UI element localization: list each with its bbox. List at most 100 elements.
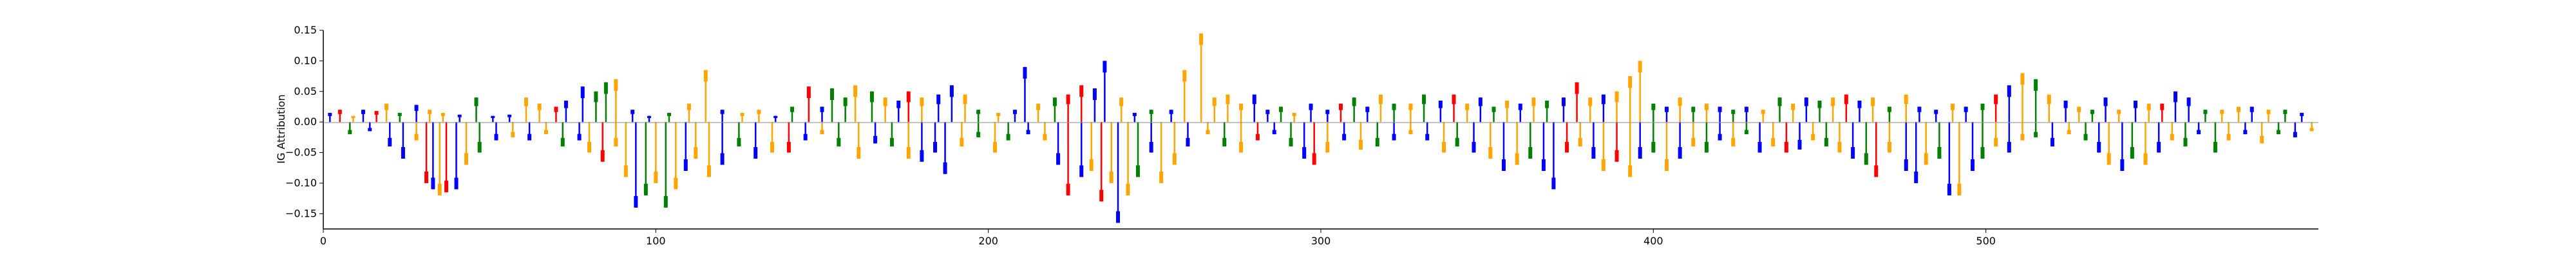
peak-letter-a — [2034, 132, 2038, 137]
peak-letter-c — [1797, 139, 1802, 150]
negative-peak-89 — [1578, 122, 1582, 147]
peak-letter-a — [643, 183, 648, 195]
y-axis-title: IG Attribution — [275, 94, 287, 163]
peak-letter-c — [527, 134, 532, 141]
positive-peak-59 — [1182, 70, 1187, 123]
peak-letter-g — [1292, 112, 1296, 116]
positive-peak-97 — [1704, 103, 1709, 123]
positive-peak-50 — [1052, 97, 1057, 123]
negative-peak-44 — [943, 122, 947, 174]
negative-peak-82 — [1488, 122, 1493, 159]
negative-peak-24 — [654, 122, 658, 183]
positive-peak-1 — [337, 110, 342, 123]
negative-peak-38 — [857, 122, 861, 159]
positive-peak-99 — [1731, 110, 1736, 123]
peak-letter-g — [1638, 61, 1642, 73]
peak-letter-g — [1615, 91, 1619, 103]
peak-letter-c — [720, 153, 724, 165]
peak-letter-g — [857, 147, 861, 159]
positive-peak-2 — [351, 115, 355, 123]
peak-letter-c — [368, 128, 372, 132]
positive-peak-106 — [1831, 97, 1835, 123]
negative-peak-100 — [1718, 122, 1722, 141]
peak-letter-g — [992, 141, 997, 153]
peak-letter-a — [1545, 100, 1549, 108]
peak-letter-a — [2277, 130, 2281, 135]
negative-peak-30 — [720, 122, 724, 165]
x-tick-label: 400 — [1643, 235, 1663, 247]
peak-letter-t — [1099, 190, 1104, 202]
positive-peak-7 — [414, 104, 419, 123]
negative-peak-87 — [1551, 122, 1556, 190]
peak-letter-c — [328, 112, 332, 116]
y-tick-label: −0.15 — [285, 207, 317, 219]
peak-letter-a — [477, 141, 482, 153]
negative-peak-58 — [1126, 122, 1130, 195]
negative-peak-73 — [1342, 122, 1347, 141]
positive-peak-107 — [1844, 94, 1848, 123]
negative-peak-51 — [1056, 122, 1061, 165]
negative-peak-108 — [1824, 122, 1828, 147]
positive-peak-77 — [1438, 100, 1443, 123]
positive-peak-133 — [2220, 110, 2224, 123]
negative-peak-26 — [674, 122, 678, 190]
positive-peak-21 — [614, 79, 618, 123]
peak-letter-g — [1601, 159, 1605, 171]
positive-peak-72 — [1365, 106, 1370, 123]
negative-peak-136 — [2183, 122, 2188, 147]
positive-peak-128 — [2146, 103, 2151, 123]
peak-letter-a — [1824, 137, 1828, 147]
peak-letter-g — [384, 103, 389, 110]
peak-letter-g — [2260, 135, 2264, 144]
negative-peak-60 — [1149, 122, 1153, 153]
peak-letter-g — [1036, 103, 1041, 110]
positive-peak-19 — [594, 91, 598, 123]
peak-letter-g — [1212, 97, 1217, 106]
peak-letter-t — [600, 150, 605, 162]
peak-letter-c — [630, 110, 635, 114]
negative-peak-96 — [1664, 122, 1669, 171]
negative-peak-5 — [424, 122, 429, 183]
peak-letter-g — [1924, 153, 1928, 165]
peak-letter-g — [757, 110, 761, 114]
positive-peak-124 — [2090, 110, 2094, 123]
positive-peak-131 — [2186, 97, 2191, 123]
positive-peak-36 — [853, 85, 858, 123]
peak-letter-a — [2034, 79, 2038, 91]
negative-peak-65 — [1222, 122, 1227, 147]
negative-peak-21 — [623, 122, 628, 177]
positive-peak-37 — [869, 91, 874, 123]
peak-letter-t — [1565, 141, 1569, 153]
peak-letter-a — [1937, 147, 1942, 159]
peak-letter-a — [1731, 110, 1736, 114]
negative-peak-13 — [511, 122, 515, 137]
positive-peak-105 — [1817, 100, 1822, 123]
peak-letter-t — [1255, 134, 1260, 141]
peak-letter-c — [1265, 110, 1270, 114]
negative-peak-11 — [477, 122, 482, 153]
peak-letter-g — [1704, 103, 1709, 110]
peak-letter-g — [2047, 94, 2051, 104]
peak-letter-c — [1425, 134, 1430, 141]
y-tick-label: 0.15 — [294, 24, 317, 36]
peak-letter-c — [2007, 141, 2011, 153]
negative-peak-86 — [1541, 122, 1546, 171]
peak-letter-c — [634, 195, 638, 208]
negative-peak-107 — [1811, 122, 1815, 141]
peak-letter-c — [388, 137, 392, 147]
negative-peak-6 — [431, 122, 435, 190]
peak-letter-c — [2050, 137, 2054, 147]
peak-letter-g — [1811, 134, 1815, 141]
peak-letter-g — [587, 141, 592, 153]
positive-peak-14 — [524, 97, 528, 123]
positive-peak-39 — [896, 100, 901, 123]
positive-peak-93 — [1651, 103, 1656, 123]
negative-peak-47 — [992, 122, 997, 153]
peak-letter-g — [1837, 141, 1842, 153]
peak-letter-g — [1588, 97, 1593, 106]
peak-letter-c — [1342, 134, 1347, 141]
positive-peak-122 — [2063, 100, 2068, 123]
peak-letter-c — [1149, 141, 1153, 153]
peak-letter-g — [1206, 130, 1210, 135]
peak-letter-g — [2146, 103, 2151, 110]
